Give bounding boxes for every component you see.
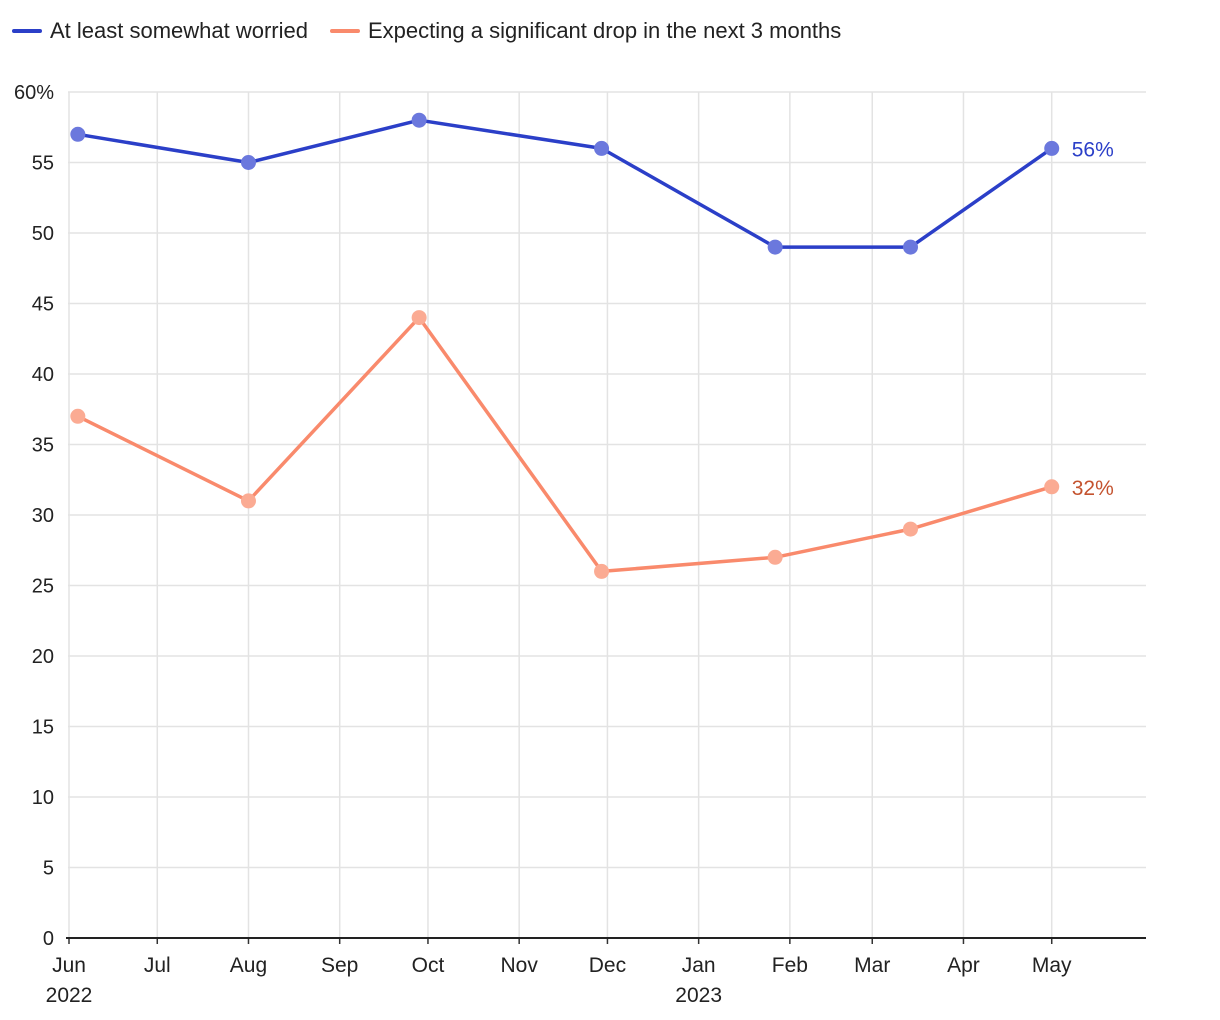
- y-tick-label: 25: [32, 576, 54, 598]
- data-point-1: [1044, 479, 1060, 495]
- x-tick-year-label: 2023: [675, 984, 722, 1007]
- data-point-1: [767, 549, 783, 565]
- y-tick-label: 15: [32, 717, 54, 739]
- y-tick-label: 55: [32, 153, 54, 175]
- x-tick-year-label: 2022: [46, 984, 93, 1007]
- data-point-1: [903, 521, 918, 537]
- legend-swatch-expecting-drop: [330, 29, 360, 33]
- label-layer: 56% 32%: [1072, 138, 1114, 499]
- x-tick-label: Jul: [144, 954, 171, 977]
- y-tick-label: 30: [32, 505, 54, 527]
- chart-legend: At least somewhat worried Expecting a si…: [12, 18, 863, 44]
- legend-item-worried: At least somewhat worried: [12, 18, 308, 44]
- x-tick-label: Aug: [230, 954, 267, 977]
- x-tick-label: Jan: [682, 954, 716, 977]
- y-tick-label: 10: [32, 787, 54, 809]
- legend-label-worried: At least somewhat worried: [50, 18, 308, 43]
- y-tick-label: 35: [32, 435, 54, 457]
- x-tick-label: Jun: [52, 954, 86, 977]
- data-point-0: [903, 239, 918, 255]
- data-point-0: [240, 155, 256, 170]
- x-tick-label: Mar: [854, 954, 890, 977]
- legend-swatch-worried: [12, 29, 42, 33]
- y-tick-label: 60%: [14, 82, 54, 104]
- axis-layer: 0 5 10 15 20 25 30 35 40 45 50 55 60% Jun 2022 Jul Aug Se…: [14, 82, 1146, 1007]
- x-tick-label: Nov: [500, 954, 538, 977]
- y-tick-label: 20: [32, 646, 54, 668]
- data-point-0: [1044, 140, 1060, 156]
- x-tick-label: Sep: [321, 954, 358, 977]
- data-point-1: [240, 493, 256, 509]
- end-label-1: 32%: [1072, 477, 1114, 500]
- y-tick-label: 0: [43, 928, 54, 950]
- x-tick-label: Feb: [772, 954, 808, 977]
- data-point-0: [70, 126, 86, 142]
- x-tick-label: May: [1032, 954, 1072, 977]
- y-tick-label: 40: [32, 364, 54, 386]
- series-layer: [70, 112, 1060, 579]
- legend-item-expecting-drop: Expecting a significant drop in the next…: [330, 18, 841, 44]
- legend-label-expecting-drop: Expecting a significant drop in the next…: [368, 18, 842, 43]
- data-point-1: [411, 310, 427, 326]
- series-line-0: [76, 118, 1054, 249]
- y-tick-label: 5: [43, 858, 54, 880]
- x-tick-label: Dec: [589, 954, 626, 977]
- end-label-0: 56%: [1072, 138, 1114, 161]
- data-point-0: [594, 140, 610, 156]
- y-tick-label: 50: [32, 223, 54, 245]
- data-point-0: [767, 239, 783, 255]
- data-point-0: [411, 112, 427, 128]
- x-tick-label: Apr: [947, 954, 980, 977]
- x-tick-label: Oct: [412, 954, 445, 977]
- y-tick-label: 45: [32, 294, 54, 316]
- data-point-1: [594, 563, 610, 579]
- grid-layer: [68, 91, 1146, 938]
- data-point-1: [70, 408, 86, 424]
